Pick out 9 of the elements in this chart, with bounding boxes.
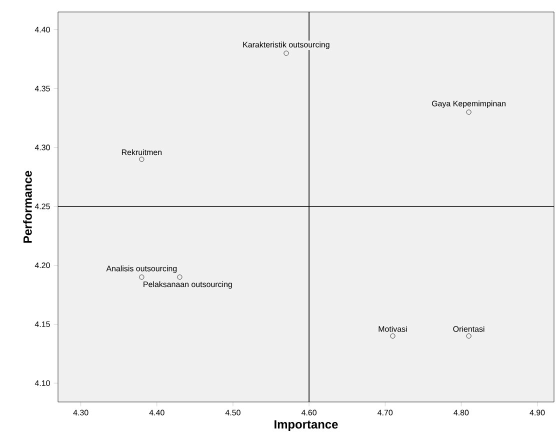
point [139,274,144,280]
x-axis-title: Importance [274,420,338,431]
point [284,50,289,56]
point [139,156,144,162]
point [177,274,182,280]
point [466,110,472,115]
point [390,334,396,338]
point [466,334,472,338]
y-axis-title: Performance [23,170,32,243]
